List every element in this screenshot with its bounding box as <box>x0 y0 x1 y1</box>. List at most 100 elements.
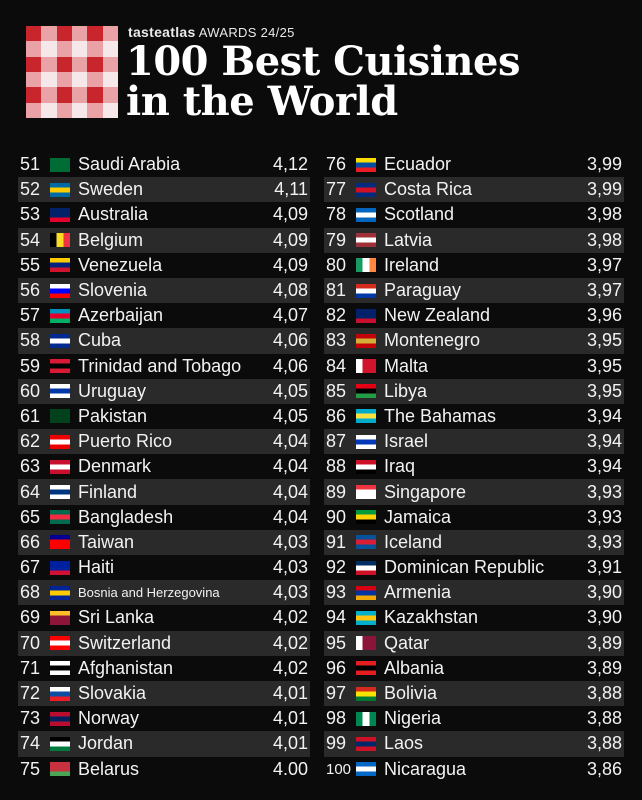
cuisine-score: 4,03 <box>272 557 308 578</box>
logo-cell <box>71 56 88 72</box>
logo-cell <box>26 26 42 42</box>
ranking-row: 83 Montenegro 3,95 <box>324 328 624 354</box>
country-flag-icon <box>356 636 376 651</box>
country-name: Iceland <box>384 531 443 552</box>
logo-cell <box>26 71 42 88</box>
country-flag-icon <box>50 560 70 575</box>
country-name: Singapore <box>384 481 467 502</box>
country-flag-icon <box>50 610 70 625</box>
country-name: Dominican Republic <box>384 557 545 578</box>
cuisine-score: 4,03 <box>272 582 308 603</box>
title-line-2: in the World <box>126 78 398 125</box>
cuisine-score: 3,94 <box>586 405 622 426</box>
cuisine-score: 3,86 <box>586 758 622 779</box>
rank-number: 71 <box>20 657 41 678</box>
country-name: Taiwan <box>78 531 135 552</box>
ranking-row: 55 Venezuela 4,09 <box>18 253 310 278</box>
logo-cell <box>56 71 72 88</box>
country-flag-icon <box>356 233 376 248</box>
rank-number: 97 <box>326 683 347 704</box>
country-flag-icon <box>50 207 70 222</box>
cuisine-score: 3,95 <box>586 355 622 376</box>
cuisine-score: 4,01 <box>272 733 308 754</box>
country-flag-icon <box>356 762 376 777</box>
ranking-row: 51 Saudi Arabia 4,12 <box>18 152 310 177</box>
page-title: 100 Best Cuisines in the World <box>126 42 520 122</box>
rank-number: 94 <box>326 607 347 628</box>
cuisine-score: 4,03 <box>272 531 308 552</box>
country-flag-icon <box>356 157 376 172</box>
country-name: Scotland <box>384 204 455 225</box>
logo-cell <box>102 102 118 118</box>
cuisine-score: 3,94 <box>586 456 622 477</box>
rank-number: 52 <box>20 179 41 200</box>
country-name: Norway <box>78 708 140 729</box>
rank-number: 89 <box>326 481 347 502</box>
cuisine-score: 4,09 <box>272 229 308 250</box>
cuisine-score: 4,09 <box>272 254 308 275</box>
country-name: Albania <box>384 657 445 678</box>
country-name: The Bahamas <box>384 405 497 426</box>
ranking-row: 95 Qatar 3,89 <box>324 630 624 656</box>
country-flag-icon <box>356 736 376 751</box>
country-flag-icon <box>356 258 376 273</box>
country-name: Venezuela <box>78 254 163 275</box>
country-name: Armenia <box>384 582 452 603</box>
rank-number: 51 <box>20 154 41 175</box>
country-name: Cuba <box>78 330 122 351</box>
rank-number: 81 <box>326 280 347 301</box>
country-flag-icon <box>356 585 376 600</box>
cuisine-score: 3,93 <box>586 506 622 527</box>
header: tasteatlas AWARDS 24/25 100 Best Cuisine… <box>0 0 642 140</box>
ranking-row: 80 Ireland 3,97 <box>324 253 624 278</box>
cuisine-score: 3,89 <box>586 632 622 653</box>
ranking-row: 75 Belarus 4.00 <box>18 757 310 782</box>
cuisine-score: 4,04 <box>272 506 308 527</box>
ranking-row: 74 Jordan 4,01 <box>18 731 310 757</box>
country-name: Jamaica <box>384 506 452 527</box>
country-flag-icon <box>50 535 70 550</box>
ranking-row: 73 Norway 4,01 <box>18 706 310 731</box>
logo-cell <box>87 71 103 88</box>
country-name: Denmark <box>78 456 152 477</box>
rank-number: 86 <box>326 405 347 426</box>
logo-cell <box>102 41 118 57</box>
rank-number: 76 <box>326 154 347 175</box>
rank-number: 100 <box>326 760 352 778</box>
rank-number: 77 <box>326 179 347 200</box>
cuisine-score: 4,02 <box>272 657 308 678</box>
rank-number: 83 <box>326 330 347 351</box>
logo-cell <box>56 56 72 72</box>
rank-number: 56 <box>20 280 41 301</box>
country-flag-icon <box>50 157 70 172</box>
cuisine-score: 3,97 <box>586 254 622 275</box>
country-name: Montenegro <box>384 330 481 351</box>
country-name: Haiti <box>78 557 115 578</box>
logo-cell <box>41 71 57 88</box>
logo-cell <box>26 87 42 103</box>
cuisine-score: 4,02 <box>272 607 308 628</box>
rank-number: 98 <box>326 708 347 729</box>
country-name: Qatar <box>384 632 430 653</box>
cuisine-score: 3,99 <box>586 179 622 200</box>
ranking-row: 65 Bangladesh 4,04 <box>18 505 310 530</box>
country-flag-icon <box>356 359 376 374</box>
rank-number: 75 <box>20 758 41 779</box>
country-flag-icon <box>50 711 70 726</box>
cuisine-score: 3,95 <box>586 330 622 351</box>
logo-cell <box>41 26 57 42</box>
country-flag-icon <box>356 510 376 525</box>
ranking-row: 90 Jamaica 3,93 <box>324 505 624 530</box>
brand-line: tasteatlas AWARDS 24/25 <box>128 24 295 40</box>
ranking-row: 63 Denmark 4,04 <box>18 454 310 479</box>
ranking-row: 64 Finland 4,04 <box>18 479 310 505</box>
country-name: Bosnia and Herzegovina <box>78 585 220 601</box>
cuisine-score: 3,88 <box>586 733 622 754</box>
country-name: Latvia <box>384 229 433 250</box>
ranking-row: 100 Nicaragua 3,86 <box>324 757 624 782</box>
ranking-row: 56 Slovenia 4,08 <box>18 277 310 304</box>
rank-number: 87 <box>326 431 347 452</box>
country-flag-icon <box>50 585 70 600</box>
rank-number: 85 <box>326 380 347 401</box>
cuisine-score: 4,07 <box>272 305 308 326</box>
